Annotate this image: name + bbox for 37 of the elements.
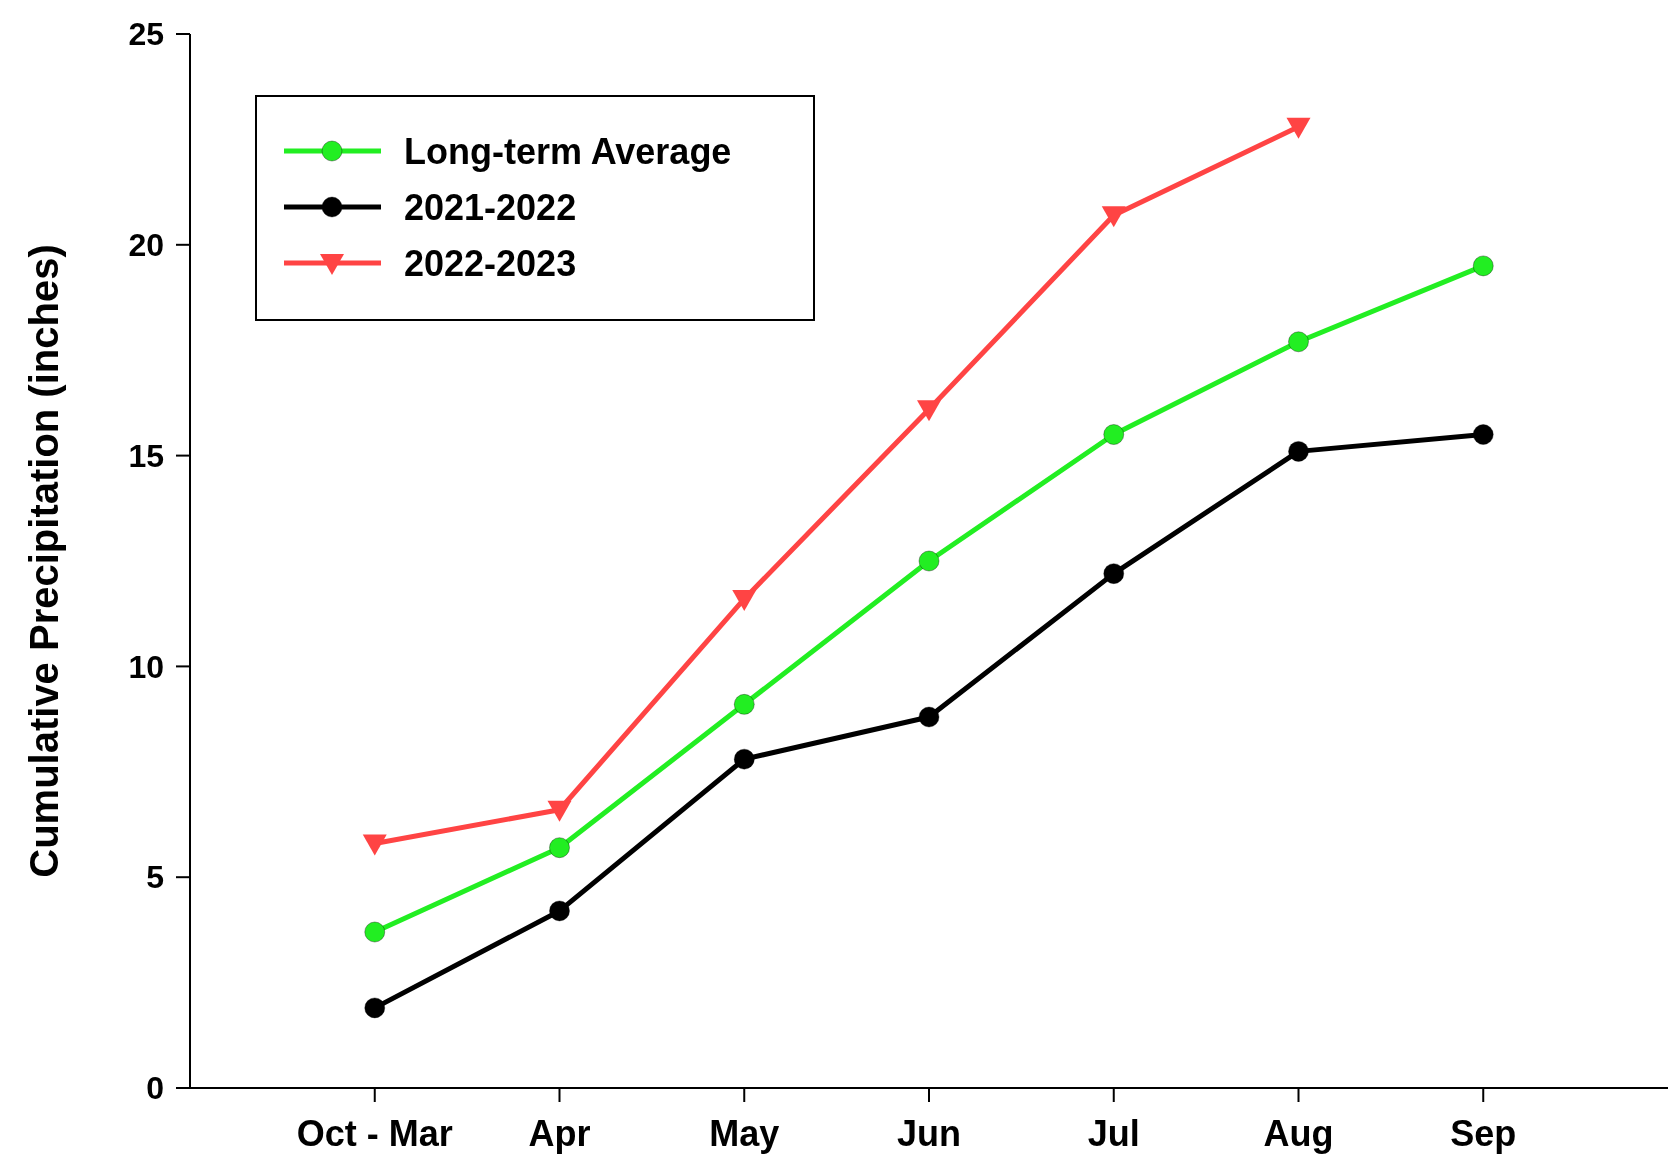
- point: [1103, 563, 1125, 585]
- point: [364, 921, 386, 943]
- x-tick-label: Oct - Mar: [296, 1113, 453, 1154]
- point: [1101, 206, 1126, 228]
- point: [917, 400, 941, 422]
- point: [733, 693, 755, 715]
- y-axis-title: Cumulative Precipitation (inches): [22, 244, 66, 878]
- point: [918, 706, 940, 728]
- y-tick-label: 0: [146, 1070, 164, 1107]
- x-tick-label: Jun: [896, 1113, 962, 1154]
- point: [549, 837, 570, 859]
- y-tick-label: 20: [128, 227, 164, 263]
- legend-label: Long-term Average: [404, 130, 732, 172]
- x-tick-label: Sep: [1450, 1113, 1517, 1154]
- point: [1286, 117, 1311, 139]
- point: [362, 834, 387, 856]
- x-tick-label: Apr: [528, 1113, 591, 1154]
- y-tick-label: 10: [128, 648, 164, 685]
- point: [1472, 424, 1494, 446]
- y-tick-label: 15: [128, 437, 164, 474]
- point: [732, 589, 757, 611]
- point: [1288, 440, 1309, 462]
- point: [547, 800, 572, 822]
- y-tick-label: 25: [128, 16, 164, 53]
- x-tick-label: May: [709, 1113, 780, 1154]
- point: [1103, 424, 1125, 446]
- x-tick-label: Jul: [1087, 1113, 1140, 1154]
- point: [1472, 255, 1494, 277]
- y-tick-label: 5: [146, 859, 164, 896]
- point: [918, 550, 940, 572]
- legend-label: 2022-2023: [404, 242, 577, 284]
- x-tick-label: Aug: [1263, 1113, 1334, 1154]
- legend-label: 2021-2022: [404, 186, 577, 228]
- point: [1288, 331, 1309, 353]
- point: [733, 748, 755, 770]
- point: [549, 900, 570, 922]
- point: [364, 997, 386, 1019]
